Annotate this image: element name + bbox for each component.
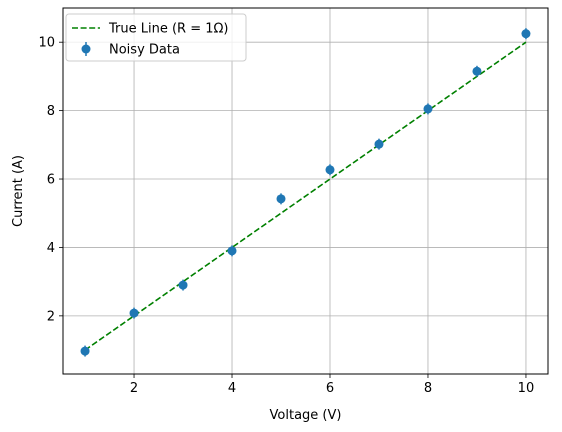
noisy-data-series (80, 28, 531, 357)
plot-frame (62, 7, 549, 375)
data-point-3 (178, 280, 188, 290)
ticks: 2 4 6 8 10 2 4 6 8 10 (38, 36, 534, 396)
x-tick-label-6: 6 (326, 381, 334, 396)
legend-noisy-data-swatch (81, 42, 91, 56)
grid (63, 8, 548, 374)
x-tick-label-4: 4 (228, 381, 236, 396)
x-axis-label: Voltage (V) (270, 408, 342, 423)
data-point-6 (325, 165, 335, 175)
legend: True Line (R = 1Ω) Noisy Data (65, 13, 247, 62)
data-point-1 (80, 346, 90, 356)
data-point-5 (276, 194, 286, 204)
legend-noisy-data-label: Noisy Data (109, 43, 180, 58)
x-tick-label-8: 8 (424, 381, 432, 396)
data-point-2 (129, 308, 139, 318)
y-tick-label-6: 6 (47, 173, 55, 188)
y-tick-label-8: 8 (47, 104, 55, 119)
data-point-4 (227, 246, 237, 256)
true-line-series (84, 41, 527, 351)
legend-box (65, 13, 247, 62)
true-line (84, 41, 527, 351)
y-tick-label-2: 2 (47, 309, 55, 324)
y-tick-label-4: 4 (47, 241, 55, 256)
x-tick-label-10: 10 (518, 381, 535, 396)
data-point-7 (374, 139, 384, 149)
legend-true-line-label: True Line (R = 1Ω) (108, 22, 229, 37)
y-tick-label-10: 10 (38, 36, 55, 51)
legend-noisy-data-marker (81, 44, 91, 54)
data-point-10 (521, 29, 531, 39)
y-axis-label: Current (A) (11, 155, 26, 227)
x-tick-label-2: 2 (130, 381, 138, 396)
data-point-8 (423, 104, 433, 114)
data-point-9 (472, 66, 482, 76)
